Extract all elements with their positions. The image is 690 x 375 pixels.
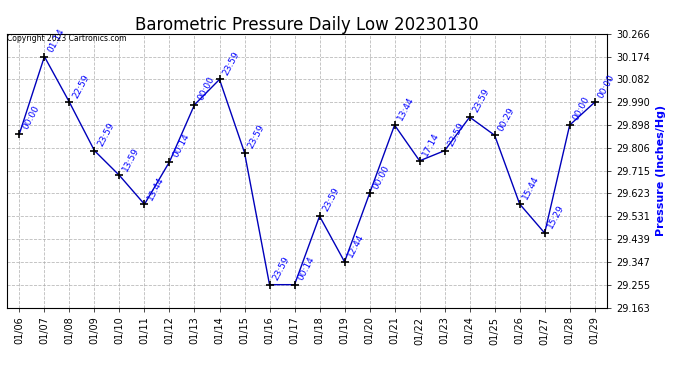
Text: 23:59: 23:59	[96, 121, 116, 148]
Text: 00:00: 00:00	[596, 72, 616, 99]
Text: 00:14: 00:14	[296, 255, 316, 282]
Text: 01:14: 01:14	[46, 27, 66, 54]
Y-axis label: Pressure (Inches/Hg): Pressure (Inches/Hg)	[656, 105, 666, 236]
Text: 13:59: 13:59	[121, 146, 141, 172]
Text: 00:00: 00:00	[371, 164, 391, 190]
Text: 23:59: 23:59	[271, 255, 291, 282]
Text: 13:44: 13:44	[396, 96, 416, 122]
Text: 23:59: 23:59	[221, 50, 241, 76]
Text: 23:59: 23:59	[321, 186, 341, 213]
Text: 17:14: 17:14	[421, 131, 441, 158]
Text: 23:59: 23:59	[471, 87, 491, 114]
Text: 13:44: 13:44	[146, 175, 166, 201]
Title: Barometric Pressure Daily Low 20230130: Barometric Pressure Daily Low 20230130	[135, 16, 479, 34]
Text: 00:00: 00:00	[21, 104, 41, 131]
Text: 15:29: 15:29	[546, 203, 566, 230]
Text: 22:59: 22:59	[71, 73, 91, 99]
Text: 23:59: 23:59	[246, 123, 266, 150]
Text: 23:59: 23:59	[446, 121, 466, 148]
Text: 00:14: 00:14	[171, 132, 191, 159]
Text: 00:00: 00:00	[196, 75, 216, 102]
Text: 15:44: 15:44	[521, 174, 541, 201]
Text: 00:00: 00:00	[571, 95, 591, 122]
Text: Copyright 2023 Cartronics.com: Copyright 2023 Cartronics.com	[7, 34, 126, 43]
Text: 00:29: 00:29	[496, 105, 516, 132]
Text: 12:44: 12:44	[346, 232, 366, 259]
